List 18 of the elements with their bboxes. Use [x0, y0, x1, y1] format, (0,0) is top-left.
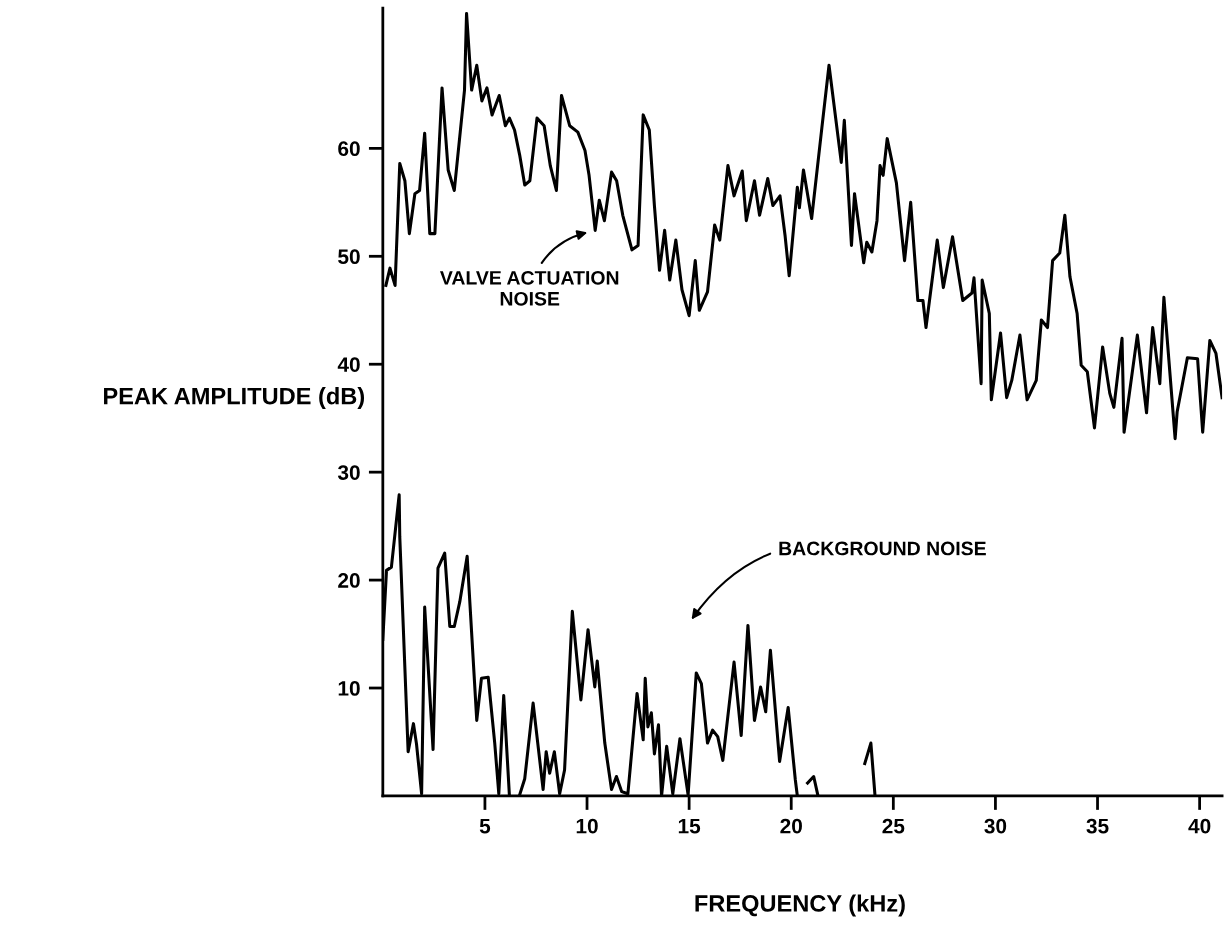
y-tick-label: 50 — [338, 249, 360, 265]
y-tick-label: 60 — [338, 141, 360, 157]
y-axis-title: PEAK AMPLITUDE (dB) — [104, 387, 365, 410]
annotation: BACKGROUND NOISE — [779, 541, 986, 556]
y-tick-label: 20 — [338, 573, 360, 588]
x-tick-label: 40 — [1188, 818, 1211, 834]
annotation: VALVE ACTUATION NOISE — [439, 270, 619, 306]
y-tick-label: 30 — [337, 465, 360, 480]
x-tick-label: 15 — [678, 818, 701, 834]
x-tick-label: 35 — [1086, 818, 1109, 834]
x-tick-label: 25 — [882, 818, 905, 834]
x-tick-label: 5 — [479, 818, 491, 834]
x-tick-label: 30 — [984, 818, 1007, 834]
y-tick-label: 10 — [338, 681, 360, 696]
x-tick-label: 10 — [576, 818, 598, 834]
x-axis-title: FREQUENCY (kHz) — [695, 894, 905, 917]
y-tick-label: 40 — [337, 357, 360, 372]
x-tick-label: 20 — [780, 818, 802, 834]
